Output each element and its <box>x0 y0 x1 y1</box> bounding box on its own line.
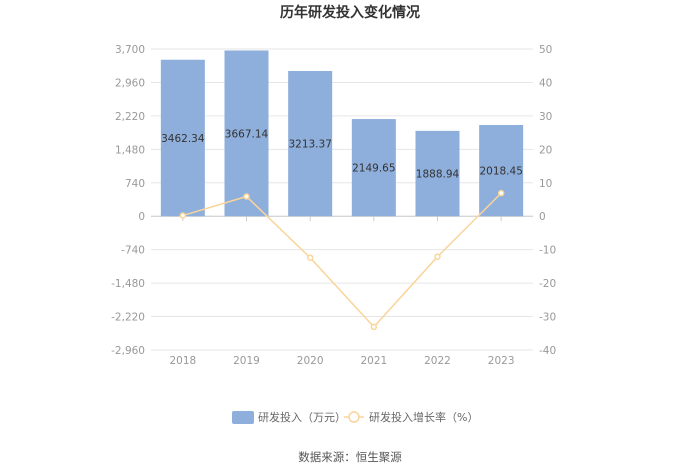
right-axis: 50 40 30 20 10 0 -10 -20 -30 -40 <box>539 44 556 357</box>
bar-series <box>160 50 524 217</box>
right-tick-label: 20 <box>539 144 552 156</box>
growth-point <box>179 212 187 219</box>
chart-title: 历年研发投入变化情况 <box>280 4 420 21</box>
line-series <box>179 189 505 331</box>
left-tick-label: -2,220 <box>111 312 145 324</box>
right-tick-label: -10 <box>539 245 556 257</box>
legend-line-marker <box>348 411 360 423</box>
bar <box>160 59 205 217</box>
legend-bar-label: 研发投入（万元） <box>258 410 346 424</box>
left-tick-label: 1,480 <box>115 144 145 156</box>
growth-point <box>434 253 441 260</box>
bar <box>224 50 269 217</box>
left-tick-label: -2,960 <box>111 345 145 357</box>
right-tick-label: 40 <box>539 77 552 89</box>
growth-line <box>182 192 502 329</box>
left-tick-label: 2,220 <box>115 111 145 123</box>
bar <box>288 70 333 217</box>
source-note: 数据来源：恒生聚源 <box>298 450 402 464</box>
bar-value-label: 2149.65 <box>352 163 395 175</box>
bar-value-label: 1888.94 <box>416 169 460 181</box>
growth-point <box>306 254 314 261</box>
right-tick-label: 10 <box>539 178 552 190</box>
bar-value-label: 2018.45 <box>479 166 522 178</box>
x-tick-label: 2021 <box>360 355 387 367</box>
growth-point <box>370 323 378 331</box>
bar <box>415 130 460 217</box>
right-tick-label: -40 <box>539 345 556 357</box>
bar-value-label: 3213.37 <box>288 139 331 151</box>
left-axis: 3,700 2,960 2,220 1,480 740 0 -740 -1,480 -2,220… <box>111 44 145 357</box>
x-tick-label: 2018 <box>169 355 196 367</box>
legend[interactable]: 研发投入（万元） 研发投入增长率（%） <box>232 410 478 424</box>
right-tick-label: -20 <box>539 278 556 290</box>
left-tick-label: -1,480 <box>111 278 145 290</box>
grid-lines <box>151 48 533 351</box>
right-tick-label: 0 <box>539 211 546 223</box>
bar-value-label: 3667.14 <box>225 128 269 140</box>
right-tick-label: -30 <box>539 312 556 324</box>
left-tick-label: 2,960 <box>115 77 145 89</box>
bar-value-label: 3462.34 <box>161 133 205 145</box>
x-axis: 2018 2019 2020 2021 2022 2023 <box>151 215 533 367</box>
x-tick-label: 2019 <box>233 355 260 367</box>
right-tick-label: 30 <box>539 111 552 123</box>
x-tick-label: 2022 <box>424 355 451 367</box>
left-tick-label: 740 <box>125 178 145 190</box>
x-tick-label: 2023 <box>488 355 515 367</box>
growth-point <box>497 189 505 197</box>
legend-bar-swatch <box>232 411 254 424</box>
x-tick-label: 2020 <box>297 355 324 367</box>
bar <box>351 119 396 217</box>
left-tick-label: 0 <box>138 211 145 223</box>
bar-data-labels: 3462.34 3667.14 3213.37 2149.65 1888.94 2018.… <box>161 128 523 180</box>
right-tick-label: 50 <box>539 44 552 56</box>
left-tick-label: -740 <box>121 245 145 257</box>
growth-point <box>243 193 250 200</box>
left-tick-label: 3,700 <box>115 44 145 56</box>
bar <box>479 124 524 217</box>
legend-line-label: 研发投入增长率（%） <box>369 410 478 424</box>
